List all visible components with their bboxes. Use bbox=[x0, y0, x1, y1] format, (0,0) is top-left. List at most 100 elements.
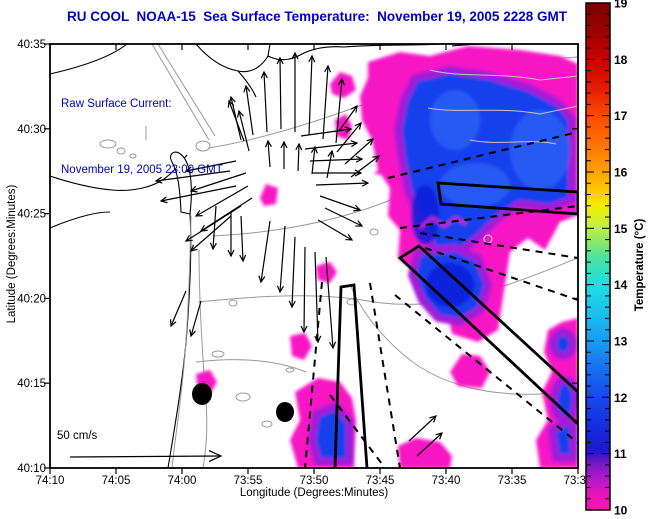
current-vector-arrow bbox=[304, 246, 305, 332]
current-vector-arrow bbox=[191, 172, 247, 191]
survey-box bbox=[436, 181, 578, 216]
radar-dashed-line bbox=[419, 232, 578, 259]
sst-patch-small bbox=[374, 158, 402, 176]
current-vector-arrow bbox=[325, 256, 333, 348]
x-tick-label: 73:55 bbox=[234, 475, 263, 487]
current-vector-arrow bbox=[315, 183, 368, 185]
current-vector-arrow bbox=[264, 72, 267, 133]
dashed-bearing-lines bbox=[304, 131, 578, 468]
current-vector-arrow bbox=[241, 215, 243, 261]
current-vector-arrow bbox=[186, 160, 237, 171]
figure-title: RU COOL NOAA-15 Sea Surface Temperature:… bbox=[67, 9, 567, 24]
colorbar-tick-label: 18 bbox=[614, 53, 628, 67]
colorbar-tick-label: 11 bbox=[614, 447, 627, 461]
sst-patch-small bbox=[335, 114, 352, 140]
y-tick-label: 40:10 bbox=[17, 463, 46, 475]
current-vector-arrow bbox=[161, 185, 237, 201]
sst-patch-small bbox=[450, 354, 490, 388]
current-vector-arrow bbox=[408, 416, 436, 442]
x-tick-label: 73:30 bbox=[564, 475, 593, 487]
colorbar-tick-label: 15 bbox=[614, 222, 628, 236]
scale-arrow bbox=[69, 450, 223, 463]
sst-patch-small bbox=[260, 184, 278, 206]
current-vector-arrow bbox=[292, 236, 295, 307]
current-vector-arrow bbox=[156, 170, 231, 181]
current-vector-arrow bbox=[191, 215, 232, 251]
current-vector-arrow bbox=[336, 123, 361, 153]
survey-box bbox=[397, 244, 578, 426]
colorbar-tick-label: 16 bbox=[614, 165, 628, 179]
current-vector-arrow bbox=[317, 219, 352, 240]
x-tick-label: 74:00 bbox=[168, 475, 197, 487]
current-vector-arrow bbox=[319, 195, 360, 210]
radar-dashed-line bbox=[329, 394, 386, 468]
x-axis-label: Longitude (Degrees:Minutes) bbox=[239, 487, 389, 499]
x-tick-label: 73:40 bbox=[432, 475, 461, 487]
radar-dashed-line bbox=[424, 247, 578, 301]
station-dots bbox=[192, 383, 294, 422]
sst-patch-small bbox=[316, 262, 337, 283]
station-dot bbox=[276, 402, 294, 422]
current-vector-arrow bbox=[304, 143, 357, 150]
x-tick-label: 73:45 bbox=[366, 475, 395, 487]
current-vector-arrow bbox=[298, 144, 299, 172]
current-vector-arrow bbox=[229, 101, 245, 142]
current-vector-arrow bbox=[300, 129, 351, 137]
sst-core-blue bbox=[308, 402, 354, 466]
radar-dashed-line bbox=[399, 205, 578, 229]
current-vector-arrow bbox=[326, 151, 332, 179]
sst-patch-small bbox=[330, 72, 356, 98]
sst-field bbox=[196, 46, 578, 468]
colorbar-tick-label: 17 bbox=[614, 109, 628, 123]
current-vector-arrow bbox=[213, 205, 216, 249]
scale-arrow-label: 50 cm/s bbox=[57, 430, 98, 442]
x-axis-ticks: 74:10 74:05 74:00 73:55 73:50 73:45 73:40 73:35… bbox=[36, 44, 593, 487]
current-vector-arrow bbox=[280, 225, 286, 292]
y-axis-ticks: 40:35 40:30 40:25 40:20 40:15 40:10 bbox=[17, 39, 578, 475]
current-vector-arrow bbox=[338, 106, 357, 132]
y-tick-label: 40:30 bbox=[17, 124, 46, 136]
contours-over-sst bbox=[427, 69, 578, 244]
current-vector-arrow bbox=[324, 207, 362, 226]
x-tick-label: 73:50 bbox=[300, 475, 329, 487]
current-vector-arrow bbox=[309, 159, 362, 161]
y-tick-label: 40:15 bbox=[17, 378, 46, 390]
colorbar-gradient bbox=[585, 2, 611, 511]
radar-dashed-line bbox=[394, 294, 578, 444]
current-vector-arrow bbox=[246, 86, 254, 136]
colorbar: 19 18 17 16 15 14 13 12 11 10 bbox=[585, 0, 628, 517]
current-vector-arrow bbox=[280, 58, 281, 130]
colorbar-label: Temperature (°C) bbox=[634, 218, 646, 312]
current-vector-arrow bbox=[335, 79, 342, 144]
survey-box bbox=[333, 283, 369, 468]
current-vector-arrow bbox=[322, 66, 328, 140]
caption-line1: Raw Surface Current: bbox=[61, 98, 172, 110]
y-tick-label: 40:25 bbox=[17, 209, 46, 221]
colorbar-tick-label: 13 bbox=[614, 334, 628, 348]
current-vector-arrow bbox=[416, 433, 442, 457]
x-tick-label: 74:10 bbox=[36, 475, 65, 487]
current-vector-arrow bbox=[268, 141, 270, 168]
colorbar-tick-label: 12 bbox=[614, 391, 628, 405]
current-vector-arrow bbox=[261, 220, 271, 282]
x-tick-label: 73:35 bbox=[498, 475, 527, 487]
sst-core-blue bbox=[548, 416, 578, 462]
y-axis-label: Latitude (Degrees:Minutes) bbox=[6, 184, 18, 324]
sst-core-blue bbox=[549, 328, 577, 360]
current-vector-arrow bbox=[315, 251, 318, 342]
radar-dashed-line bbox=[387, 131, 578, 179]
radar-dashed-line bbox=[304, 281, 323, 468]
current-vector-arrow bbox=[191, 300, 202, 336]
radar-dashed-line bbox=[369, 282, 401, 468]
x-tick-label: 74:05 bbox=[102, 475, 131, 487]
current-vector-arrow bbox=[186, 205, 242, 241]
current-vector-arrow bbox=[344, 139, 373, 165]
colorbar-tick-label: 10 bbox=[614, 503, 628, 517]
current-vector-arrow bbox=[196, 185, 249, 216]
sst-patch-bottom bbox=[398, 438, 452, 468]
current-overlay-caption: Raw Surface Current: November 19, 2005 2… bbox=[61, 49, 223, 225]
colorbar-ticks: 19 18 17 16 15 14 13 12 11 10 bbox=[586, 0, 628, 517]
current-vector-arrow bbox=[239, 111, 250, 152]
